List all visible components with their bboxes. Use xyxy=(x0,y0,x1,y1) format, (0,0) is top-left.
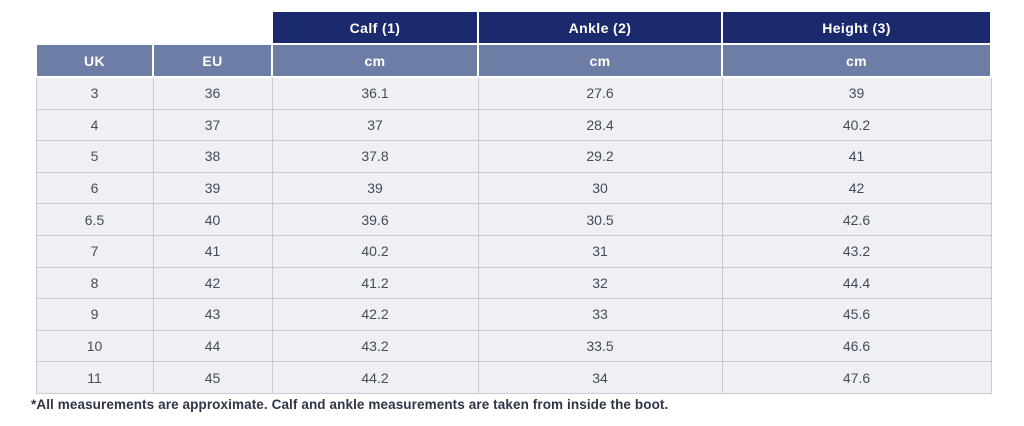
group-header-row: Calf (1) Ankle (2) Height (3) xyxy=(36,10,992,45)
cell: 4 xyxy=(35,108,154,142)
cell: 39 xyxy=(152,171,273,205)
cell: 32 xyxy=(477,266,723,300)
cell: 6 xyxy=(35,171,154,205)
cell: 3 xyxy=(35,76,154,110)
cell: 39.6 xyxy=(271,203,479,236)
table-row: 8 42 41.2 32 44.4 xyxy=(35,266,992,300)
cell: 37.8 xyxy=(271,140,479,173)
cell: 31 xyxy=(477,234,723,268)
cell: 7 xyxy=(35,234,154,268)
cell: 42 xyxy=(152,266,273,300)
cell: 42.2 xyxy=(271,298,479,331)
cell: 5 xyxy=(35,140,154,173)
cell: 8 xyxy=(35,266,154,300)
cell: 46.6 xyxy=(721,329,992,363)
cell: 9 xyxy=(35,298,154,331)
cell: 45.6 xyxy=(721,298,992,331)
cell: 37 xyxy=(152,108,273,142)
table-row: 5 38 37.8 29.2 41 xyxy=(35,140,992,173)
cell: 6.5 xyxy=(35,203,154,236)
cell: 43.2 xyxy=(721,234,992,268)
cell: 30.5 xyxy=(477,203,723,236)
size-chart-table: Calf (1) Ankle (2) Height (3) UK EU cm c… xyxy=(35,10,992,394)
cell: 28.4 xyxy=(477,108,723,142)
cell: 37 xyxy=(271,108,479,142)
cell: 33 xyxy=(477,298,723,331)
cell: 40 xyxy=(152,203,273,236)
table-row: 7 41 40.2 31 43.2 xyxy=(35,234,992,268)
column-header-uk: UK xyxy=(35,43,154,78)
cell: 44 xyxy=(152,329,273,363)
footnote: *All measurements are approximate. Calf … xyxy=(31,397,669,412)
cell: 36 xyxy=(152,76,273,110)
cell: 44.2 xyxy=(271,361,479,394)
table-row: 4 37 37 28.4 40.2 xyxy=(35,108,992,142)
cell: 42.6 xyxy=(721,203,992,236)
column-header-row: UK EU cm cm cm xyxy=(35,43,992,78)
cell: 10 xyxy=(35,329,154,363)
cell: 41 xyxy=(721,140,992,173)
column-header-eu: EU xyxy=(152,43,273,78)
group-header-calf: Calf (1) xyxy=(271,10,479,45)
table-row: 6.5 40 39.6 30.5 42.6 xyxy=(35,203,992,236)
group-header-ankle: Ankle (2) xyxy=(477,10,723,45)
cell: 40.2 xyxy=(721,108,992,142)
column-header-height-cm: cm xyxy=(721,43,992,78)
cell: 41.2 xyxy=(271,266,479,300)
column-header-calf-cm: cm xyxy=(271,43,479,78)
cell: 36.1 xyxy=(271,76,479,110)
table-row: 3 36 36.1 27.6 39 xyxy=(35,76,992,110)
column-header-ankle-cm: cm xyxy=(477,43,723,78)
cell: 39 xyxy=(721,76,992,110)
table-row: 6 39 39 30 42 xyxy=(35,171,992,205)
cell: 41 xyxy=(152,234,273,268)
cell: 11 xyxy=(35,361,154,394)
table-row: 10 44 43.2 33.5 46.6 xyxy=(35,329,992,363)
size-chart-container: Calf (1) Ankle (2) Height (3) UK EU cm c… xyxy=(35,10,992,394)
table-row: 11 45 44.2 34 47.6 xyxy=(35,361,992,394)
cell: 27.6 xyxy=(477,76,723,110)
cell: 30 xyxy=(477,171,723,205)
cell: 43.2 xyxy=(271,329,479,363)
cell: 43 xyxy=(152,298,273,331)
cell: 47.6 xyxy=(721,361,992,394)
cell: 33.5 xyxy=(477,329,723,363)
table-body: 3 36 36.1 27.6 39 4 37 37 28.4 40.2 5 38 37.8 29.2 41 6… xyxy=(35,76,992,394)
table-row: 9 43 42.2 33 45.6 xyxy=(35,298,992,331)
cell: 40.2 xyxy=(271,234,479,268)
cell: 39 xyxy=(271,171,479,205)
blank-header-cell xyxy=(36,11,272,44)
cell: 44.4 xyxy=(721,266,992,300)
cell: 45 xyxy=(152,361,273,394)
cell: 29.2 xyxy=(477,140,723,173)
cell: 38 xyxy=(152,140,273,173)
cell: 42 xyxy=(721,171,992,205)
cell: 34 xyxy=(477,361,723,394)
group-header-height: Height (3) xyxy=(721,10,992,45)
